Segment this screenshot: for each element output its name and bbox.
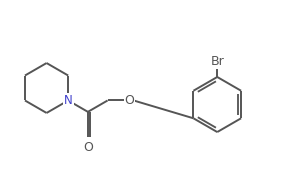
Text: N: N	[64, 94, 73, 107]
Text: O: O	[83, 141, 93, 153]
Text: O: O	[124, 94, 134, 107]
Text: Br: Br	[210, 55, 224, 68]
